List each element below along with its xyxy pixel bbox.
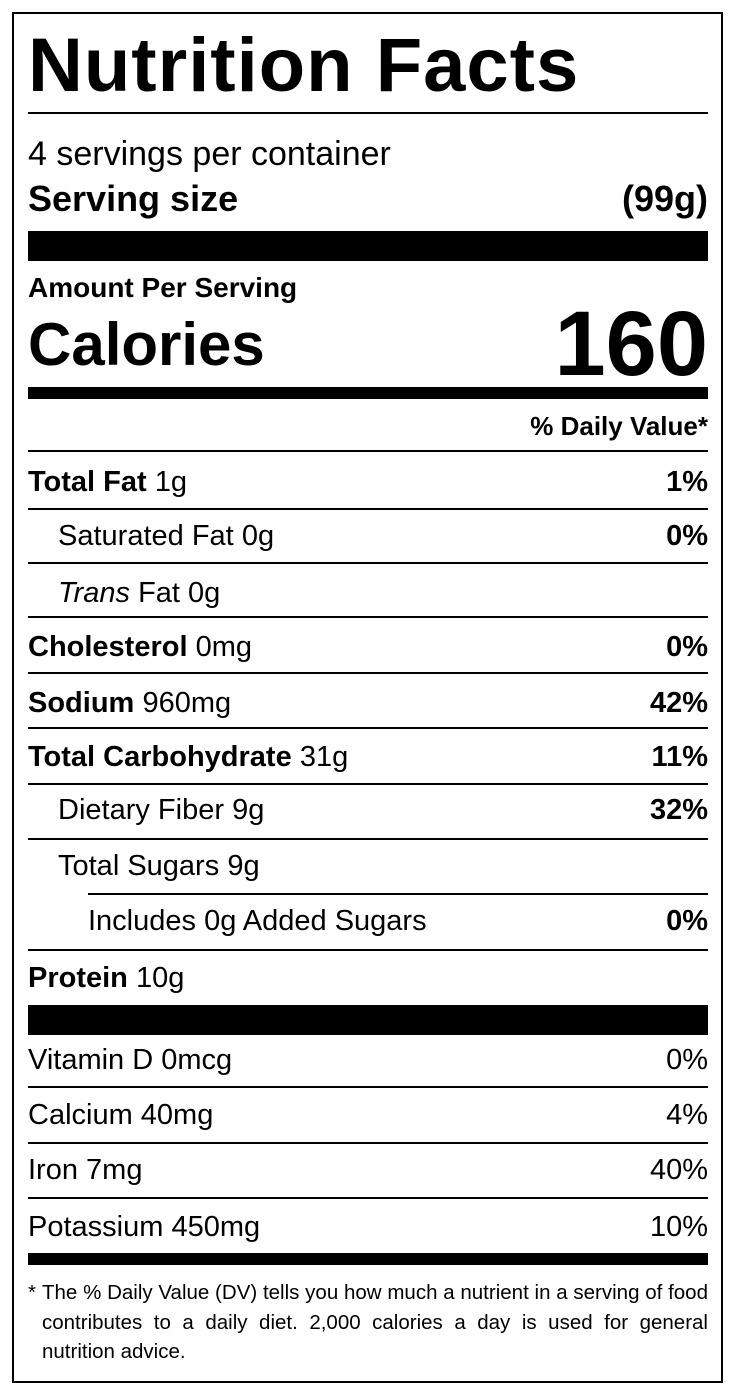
vitamin-dv: 0% <box>666 1043 708 1076</box>
rule <box>28 672 708 674</box>
vitamin-name: Calcium 40mg <box>28 1098 214 1131</box>
serving-size-value: (99g) <box>621 178 708 219</box>
calories-value: 160 <box>554 292 709 395</box>
serving-size-row: Serving size (99g) <box>28 176 708 222</box>
rule <box>28 562 708 564</box>
nutrient-dv: 0% <box>666 630 708 663</box>
nutrient-amount: 31g <box>299 740 349 773</box>
nutrient-dv: 32% <box>649 793 708 826</box>
rule <box>28 1197 708 1199</box>
vitamin-dv: 4% <box>666 1098 708 1131</box>
nutrient-row: Sodium 960mg 42% <box>28 678 708 728</box>
nutrient-amount: 0g <box>241 519 275 552</box>
rule <box>28 949 708 951</box>
nutrient-dv: 1% <box>666 465 708 498</box>
footnote: * The % Daily Value (DV) tells you how m… <box>28 1278 708 1367</box>
rule <box>28 1086 708 1088</box>
nutrient-row: Trans Fat 0g <box>28 568 708 618</box>
nutrient-name: Cholesterol <box>28 630 188 663</box>
nutrient-name: Protein <box>28 961 128 994</box>
nutrient-dv: 0% <box>666 904 708 937</box>
nutrient-row: Total Carbohydrate 31g 11% <box>28 732 708 782</box>
vitamin-dv: 40% <box>649 1153 708 1186</box>
nutrient-row: Total Fat 1g 1% <box>28 457 708 507</box>
nutrient-row: Cholesterol 0mg 0% <box>28 622 708 672</box>
servings: 4 servings per container <box>28 135 391 173</box>
nutrient-row: Dietary Fiber 9g 32% <box>28 785 708 835</box>
footnote-text: The % Daily Value (DV) tells you how muc… <box>42 1281 708 1363</box>
nutrient-amount: Fat 0g <box>138 576 221 609</box>
nutrient-row: Protein 10g <box>28 953 708 1003</box>
vitamin-name: Potassium 450mg <box>28 1210 261 1243</box>
nutrient-name: Sodium <box>28 686 135 719</box>
rule <box>28 508 708 510</box>
rule <box>28 838 708 840</box>
thick-bar <box>28 1253 708 1265</box>
rule <box>28 450 708 452</box>
vitamin-row: Vitamin D 0mcg 0% <box>28 1035 708 1085</box>
nutrient-amount: 9g <box>232 793 265 826</box>
nutrient-amount: 9g <box>227 849 260 882</box>
rule <box>88 893 708 895</box>
thick-bar <box>28 1005 708 1035</box>
rule <box>28 727 708 729</box>
serving-size-label: Serving size <box>28 178 239 219</box>
nutrient-name: Total Carbohydrate <box>28 740 292 773</box>
rule <box>28 1142 708 1144</box>
nutrient-row: Includes 0g Added Sugars 0% <box>28 896 708 946</box>
vitamin-name: Iron 7mg <box>28 1153 143 1186</box>
nutrient-name: Total Fat <box>28 465 147 498</box>
rule <box>28 616 708 618</box>
label-frame <box>12 12 723 1383</box>
vitamin-row: Iron 7mg 40% <box>28 1145 708 1195</box>
footnote-marker: * <box>28 1281 36 1304</box>
calories-row: Calories 160 <box>28 293 708 395</box>
nutrient-name: Dietary Fiber <box>58 793 224 826</box>
vitamin-name: Vitamin D 0mcg <box>28 1043 233 1076</box>
nutrient-amount: 960mg <box>142 686 232 719</box>
nutrient-amount: 1g <box>154 465 188 498</box>
nutrient-dv: 42% <box>649 686 708 719</box>
nutrient-amount: 10g <box>136 961 185 994</box>
rule <box>28 112 708 114</box>
nutrient-row: Total Sugars 9g <box>28 841 708 891</box>
nutrient-dv: 0% <box>666 519 708 552</box>
dv-header: % Daily Value* <box>530 411 708 441</box>
thick-bar <box>28 231 708 261</box>
vitamin-row: Calcium 40mg 4% <box>28 1090 708 1140</box>
thick-bar <box>28 387 708 399</box>
nutrient-row: Saturated Fat 0g 0% <box>28 511 708 561</box>
nutrient-name: Total Sugars <box>58 849 220 882</box>
nutrient-name: Trans <box>58 576 130 609</box>
nutrient-dv: 11% <box>651 740 708 773</box>
calories-label: Calories <box>28 310 265 378</box>
vitamin-row: Potassium 450mg 10% <box>28 1202 708 1252</box>
amount-per-serving: Amount Per Serving <box>28 272 298 303</box>
nutrient-amount: 0mg <box>195 630 253 663</box>
title: Nutrition Facts <box>28 23 580 108</box>
nutrient-name: Includes 0g Added Sugars <box>88 904 427 937</box>
nutrient-name: Saturated Fat <box>58 519 234 552</box>
rule <box>28 783 708 785</box>
vitamin-dv: 10% <box>649 1210 708 1243</box>
